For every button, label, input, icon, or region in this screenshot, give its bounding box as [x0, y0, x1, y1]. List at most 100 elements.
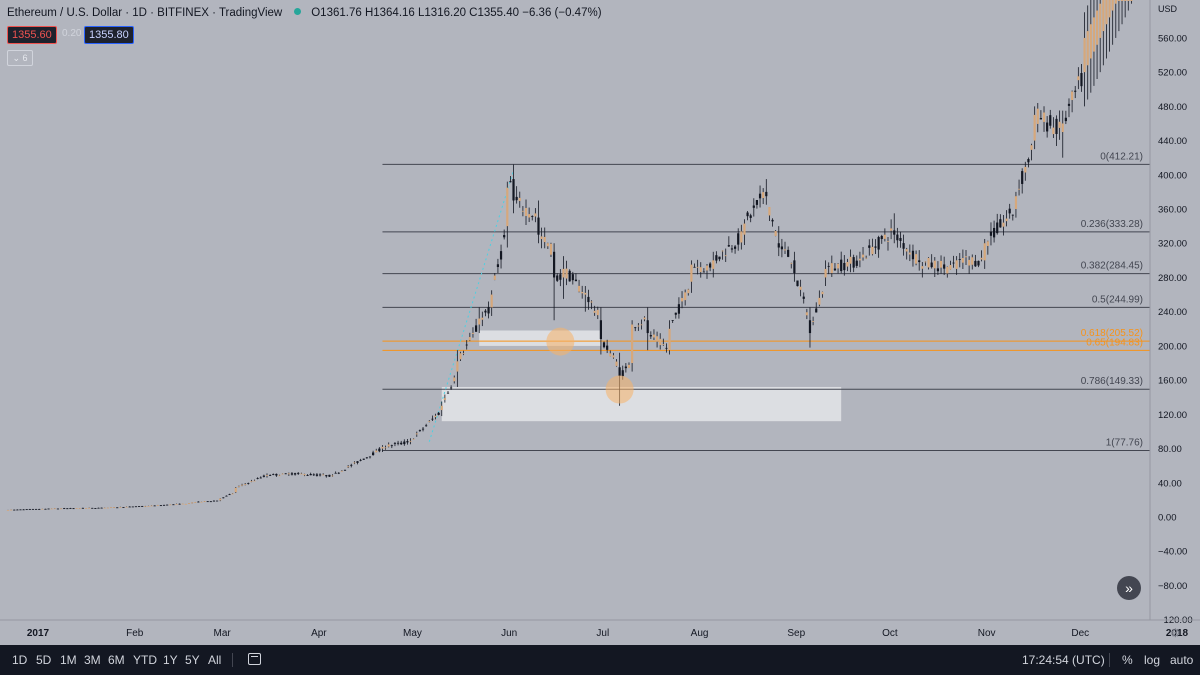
- price-tick-label: 560.00: [1158, 33, 1187, 44]
- calendar-icon[interactable]: [248, 653, 261, 665]
- settings-gear-icon[interactable]: ⚙: [1170, 626, 1181, 640]
- candle-body: [187, 503, 191, 505]
- candle-body: [159, 505, 163, 507]
- candle-body: [1092, 17, 1096, 52]
- range-1m-button[interactable]: 1M: [60, 653, 77, 667]
- candle-body: [652, 334, 656, 338]
- collapse-indicators-button[interactable]: ⌄ 6: [7, 50, 33, 66]
- candle-body: [690, 264, 693, 282]
- candle-body: [540, 236, 543, 240]
- candle-body: [162, 504, 166, 506]
- candle-body: [783, 249, 787, 251]
- range-all-button[interactable]: All: [208, 653, 222, 667]
- candle-body: [490, 294, 493, 308]
- candle-body: [718, 256, 721, 260]
- candle-body: [181, 503, 184, 505]
- price-axis[interactable]: USD 560.00 520.00 480.00 440.00 400.00 360.00 3…: [1149, 0, 1193, 626]
- price-tick-label: 520.00: [1158, 68, 1187, 79]
- candle-body: [780, 246, 783, 250]
- time-axis[interactable]: 2017 Feb Mar Apr May Jun Jul Aug Sep Oct Nov Dec 201…: [0, 619, 1200, 639]
- sell-price-button[interactable]: 1355.60: [7, 26, 57, 44]
- candle-body: [755, 199, 759, 205]
- candle-body: [1014, 196, 1018, 210]
- candle-body: [97, 507, 100, 509]
- candle-body: [78, 508, 81, 510]
- highlight-circle: [546, 327, 575, 356]
- candle-body: [961, 258, 964, 263]
- time-tick-label: Mar: [213, 628, 231, 639]
- candle-body: [1021, 171, 1024, 184]
- candle-body: [284, 473, 287, 475]
- time-tick-label: Jun: [501, 628, 517, 639]
- candle-body: [222, 497, 225, 499]
- range-5d-button[interactable]: 5D: [36, 653, 52, 667]
- candle-body: [272, 473, 275, 475]
- candle-body: [1080, 73, 1083, 87]
- candle-body: [481, 317, 484, 320]
- candle-body: [921, 266, 924, 269]
- candle-body: [559, 274, 562, 280]
- candle-body: [662, 344, 665, 345]
- candle-body: [687, 289, 690, 294]
- price-tick-label: 280.00: [1158, 273, 1187, 284]
- candle-body: [1099, 3, 1102, 38]
- candle-body: [574, 279, 578, 282]
- scroll-to-realtime-icon[interactable]: »: [1117, 576, 1141, 600]
- candle-body: [234, 487, 237, 493]
- candle-body: [986, 241, 989, 246]
- candle-body: [415, 433, 418, 435]
- candle-body: [737, 233, 740, 245]
- range-ytd-button[interactable]: YTD: [133, 653, 157, 667]
- toolbar-divider: [1109, 653, 1110, 667]
- fib-level-label: 0.382(284.45): [1081, 261, 1143, 272]
- time-tick-label: 2018: [1166, 628, 1189, 639]
- candle-body: [927, 257, 930, 268]
- candle-body: [612, 355, 615, 358]
- candle-body: [409, 440, 412, 442]
- candle-body: [833, 268, 837, 271]
- auto-scale-toggle[interactable]: auto: [1170, 653, 1194, 667]
- fib-level-label: 1(77.76): [1106, 437, 1143, 448]
- candle-body: [1024, 166, 1027, 173]
- fib-level-label: 0.786(149.33): [1081, 376, 1143, 387]
- utc-clock[interactable]: 17:24:54 (UTC): [1022, 653, 1105, 667]
- candle-body: [128, 506, 131, 508]
- candle-body: [478, 318, 481, 325]
- time-tick-label: Aug: [691, 628, 709, 639]
- candle-body: [403, 441, 406, 445]
- candle-body: [983, 243, 986, 261]
- candle-body: [521, 210, 524, 212]
- candle-body: [347, 466, 350, 468]
- candle-body: [946, 266, 949, 274]
- range-3m-button[interactable]: 3M: [84, 653, 101, 667]
- range-6m-button[interactable]: 6M: [108, 653, 125, 667]
- candle-body: [175, 503, 178, 505]
- candle-body: [119, 507, 122, 508]
- candle-body: [680, 298, 684, 302]
- range-5y-button[interactable]: 5Y: [185, 653, 200, 667]
- price-tick-label: 320.00: [1158, 239, 1187, 250]
- candle-body: [1055, 118, 1058, 135]
- candle-body: [705, 265, 709, 271]
- range-1d-button[interactable]: 1D: [12, 653, 28, 667]
- candle-body: [624, 366, 627, 369]
- candle-body: [840, 259, 843, 272]
- candle-body: [384, 447, 387, 449]
- price-tick-label: 400.00: [1158, 170, 1187, 181]
- ohlc-values: O1361.76 H1364.16 L1316.20 C1355.40 −6.3…: [311, 7, 602, 19]
- buy-price-button[interactable]: 1355.80: [84, 26, 134, 44]
- candle-body: [450, 387, 453, 389]
- candle-body: [1033, 114, 1036, 141]
- price-chart[interactable]: 0(412.21) 0.236(333.28) 0.382(284.45) 0.5(2…: [0, 0, 1200, 645]
- candle-body: [1074, 90, 1077, 92]
- candle-body: [765, 191, 768, 197]
- range-1y-button[interactable]: 1Y: [163, 653, 178, 667]
- symbol-title[interactable]: Ethereum / U.S. Dollar · 1D · BITFINEX ·…: [7, 7, 283, 19]
- candle-body: [75, 508, 78, 509]
- percent-scale-toggle[interactable]: %: [1122, 653, 1133, 667]
- candle-body: [515, 196, 518, 201]
- candle-body: [50, 508, 53, 510]
- candle-body: [549, 243, 553, 255]
- log-scale-toggle[interactable]: log: [1144, 653, 1161, 667]
- candle-body: [752, 205, 755, 208]
